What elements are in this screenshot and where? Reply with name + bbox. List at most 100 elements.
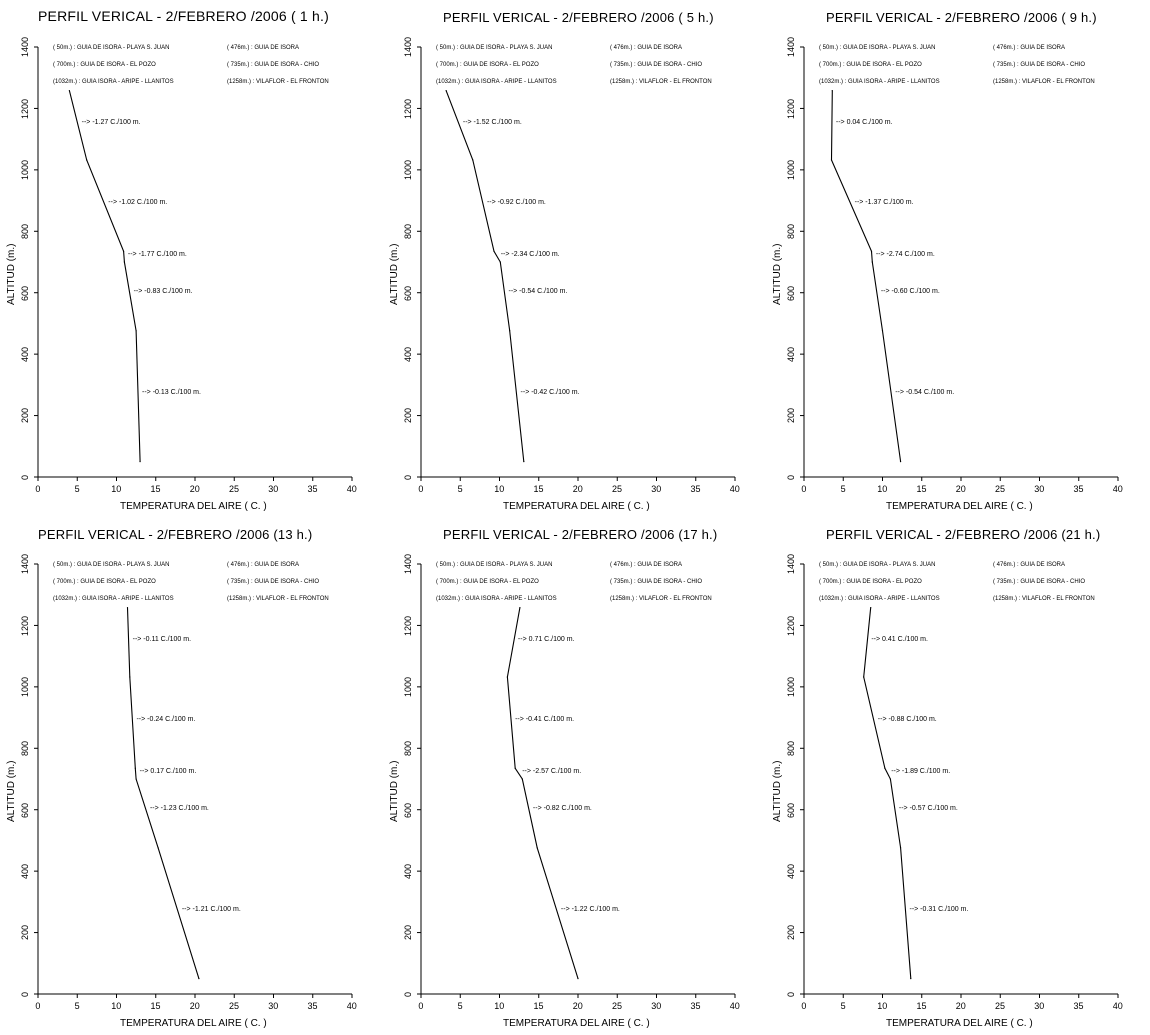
profile-point [899, 847, 902, 849]
x-tick-label: 10 [877, 484, 888, 494]
lapse-rate-annotation: --> -1.89 C./100 m. [891, 767, 951, 775]
lapse-rate-annotation: --> -0.82 C./100 m. [532, 804, 592, 812]
profile-point [135, 778, 137, 780]
y-tick-label: 0 [403, 991, 413, 997]
station-legend-entry: ( 700m.) : GUIA DE ISORA - EL POZO [53, 62, 156, 68]
x-tick-label: 35 [307, 1001, 318, 1011]
x-tick-label: 40 [346, 1001, 357, 1011]
y-tick-label: 600 [403, 285, 413, 301]
y-tick-label: 200 [20, 408, 30, 424]
lapse-rate-annotation: --> -0.54 C./100 m. [895, 389, 955, 397]
x-tick-label: 25 [612, 1001, 623, 1011]
x-tick-label: 10 [494, 1001, 505, 1011]
station-legend-entry: ( 476m.) : GUIA DE ISORA [227, 45, 300, 51]
x-tick-label: 0 [418, 1001, 424, 1011]
x-tick-label: 25 [229, 484, 240, 494]
x-tick-label: 35 [690, 484, 701, 494]
x-tick-label: 30 [268, 484, 279, 494]
profile-point [506, 676, 508, 678]
x-tick-label: 40 [346, 484, 357, 494]
y-tick-label: 1400 [403, 37, 413, 58]
y-tick-label: 200 [786, 925, 796, 941]
y-tick-label: 400 [786, 346, 796, 362]
lapse-rate-annotation: --> -1.02 C./100 m. [108, 198, 168, 206]
profile-point [129, 676, 131, 678]
chart-svg [34, 563, 353, 998]
x-tick-label: 30 [651, 484, 662, 494]
station-legend-entry: ( 476m.) : GUIA DE ISORA [993, 562, 1066, 568]
y-axis-label: ALTITUD (m.) [389, 760, 400, 822]
y-tick-label: 1000 [403, 677, 413, 698]
chart-panel: 0 5 10 15 20 25 30 35 40 0 200 400 600 800 1000 1200 140… [383, 0, 766, 517]
lapse-rate-annotation: --> -1.37 C./100 m. [854, 198, 914, 206]
station-legend-entry: ( 476m.) : GUIA DE ISORA [610, 45, 683, 51]
lapse-rate-annotation: --> -0.13 C./100 m. [142, 389, 201, 397]
y-tick-label: 1000 [403, 160, 413, 181]
x-tick-label: 10 [111, 484, 122, 494]
profile-point [126, 607, 129, 609]
profile-point [899, 461, 902, 463]
chart-svg [34, 46, 353, 481]
x-tick-label: 25 [612, 484, 623, 494]
x-tick-label: 20 [572, 484, 583, 494]
chart-title: PERFIL VERICAL - 2/FEBRERO /2006 (13 h.) [38, 527, 313, 542]
station-legend-entry: ( 50m.) : GUIA DE ISORA - PLAYA S. JUAN [436, 45, 553, 51]
x-tick-label: 5 [74, 484, 80, 494]
x-tick-label: 20 [189, 484, 200, 494]
lapse-rate-annotation: --> -1.27 C./100 m. [81, 118, 141, 126]
x-tick-label: 30 [1034, 484, 1045, 494]
x-tick-label: 35 [690, 1001, 701, 1011]
profile-point [157, 847, 159, 849]
y-tick-label: 800 [786, 741, 796, 757]
station-legend-entry: ( 735m.) : GUIA DE ISORA - CHIO [227, 579, 320, 585]
chart-panel: 0 5 10 15 20 25 30 35 40 0 200 400 600 800 1000 1200 140… [383, 517, 766, 1034]
x-tick-label: 20 [189, 1001, 200, 1011]
lapse-rate-annotation: --> -1.22 C./100 m. [560, 906, 620, 914]
x-axis-label: TEMPERATURA DEL AIRE ( C. ) [886, 1018, 1033, 1029]
lapse-rate-annotation: --> -2.34 C./100 m. [500, 250, 560, 258]
lapse-rate-annotation: --> -2.74 C./100 m. [875, 250, 935, 258]
chart-title: PERFIL VERICAL - 2/FEBRERO /2006 ( 1 h.) [38, 8, 329, 24]
station-legend-entry: (1032m.) : GUIA ISORA - ARIPE - LLANITOS [436, 79, 557, 85]
x-tick-label: 5 [457, 1001, 463, 1011]
x-tick-label: 0 [801, 1001, 807, 1011]
profile-point [884, 767, 886, 769]
profile-point [198, 978, 200, 980]
x-tick-label: 15 [150, 1001, 161, 1011]
temperature-profile-line [126, 607, 200, 979]
y-tick-label: 600 [20, 802, 30, 818]
y-axis-label: ALTITUD (m.) [772, 243, 783, 305]
chart-svg [417, 46, 736, 481]
station-legend-entry: ( 735m.) : GUIA DE ISORA - CHIO [993, 579, 1086, 585]
chart-title: PERFIL VERICAL - 2/FEBRERO /2006 (17 h.) [443, 527, 718, 542]
lapse-rate-annotation: --> 0.04 C./100 m. [835, 118, 893, 126]
profile-point [870, 250, 873, 252]
x-tick-label: 30 [1034, 1001, 1045, 1011]
x-tick-label: 40 [1112, 1001, 1123, 1011]
chart-svg [417, 563, 736, 998]
x-tick-label: 5 [840, 484, 846, 494]
lapse-rate-annotation: --> -0.88 C./100 m. [877, 715, 937, 723]
chart-title: PERFIL VERICAL - 2/FEBRERO /2006 (21 h.) [826, 527, 1101, 542]
profile-point [123, 261, 125, 263]
y-tick-label: 1000 [20, 160, 30, 181]
y-tick-label: 1400 [403, 554, 413, 575]
profile-point [135, 330, 137, 332]
station-legend-entry: ( 700m.) : GUIA DE ISORA - EL POZO [819, 62, 922, 68]
y-tick-label: 400 [20, 863, 30, 879]
chart-panel: 0 5 10 15 20 25 30 35 40 0 200 400 600 800 1000 1200 140… [0, 517, 383, 1034]
profile-point [472, 159, 474, 161]
lapse-rate-annotation: --> -0.92 C./100 m. [486, 198, 546, 206]
station-legend-entry: ( 476m.) : GUIA DE ISORA [993, 45, 1066, 51]
y-tick-label: 1200 [786, 98, 796, 119]
x-axis-label: TEMPERATURA DEL AIRE ( C. ) [886, 501, 1033, 512]
profile-point [523, 461, 525, 463]
station-legend-entry: (1258m.) : VILAFLOR - EL FRONTON [610, 596, 712, 602]
x-tick-label: 10 [494, 484, 505, 494]
y-tick-label: 800 [403, 224, 413, 240]
x-tick-label: 40 [729, 484, 740, 494]
x-tick-label: 35 [307, 484, 318, 494]
x-tick-label: 30 [651, 1001, 662, 1011]
x-tick-label: 40 [729, 1001, 740, 1011]
